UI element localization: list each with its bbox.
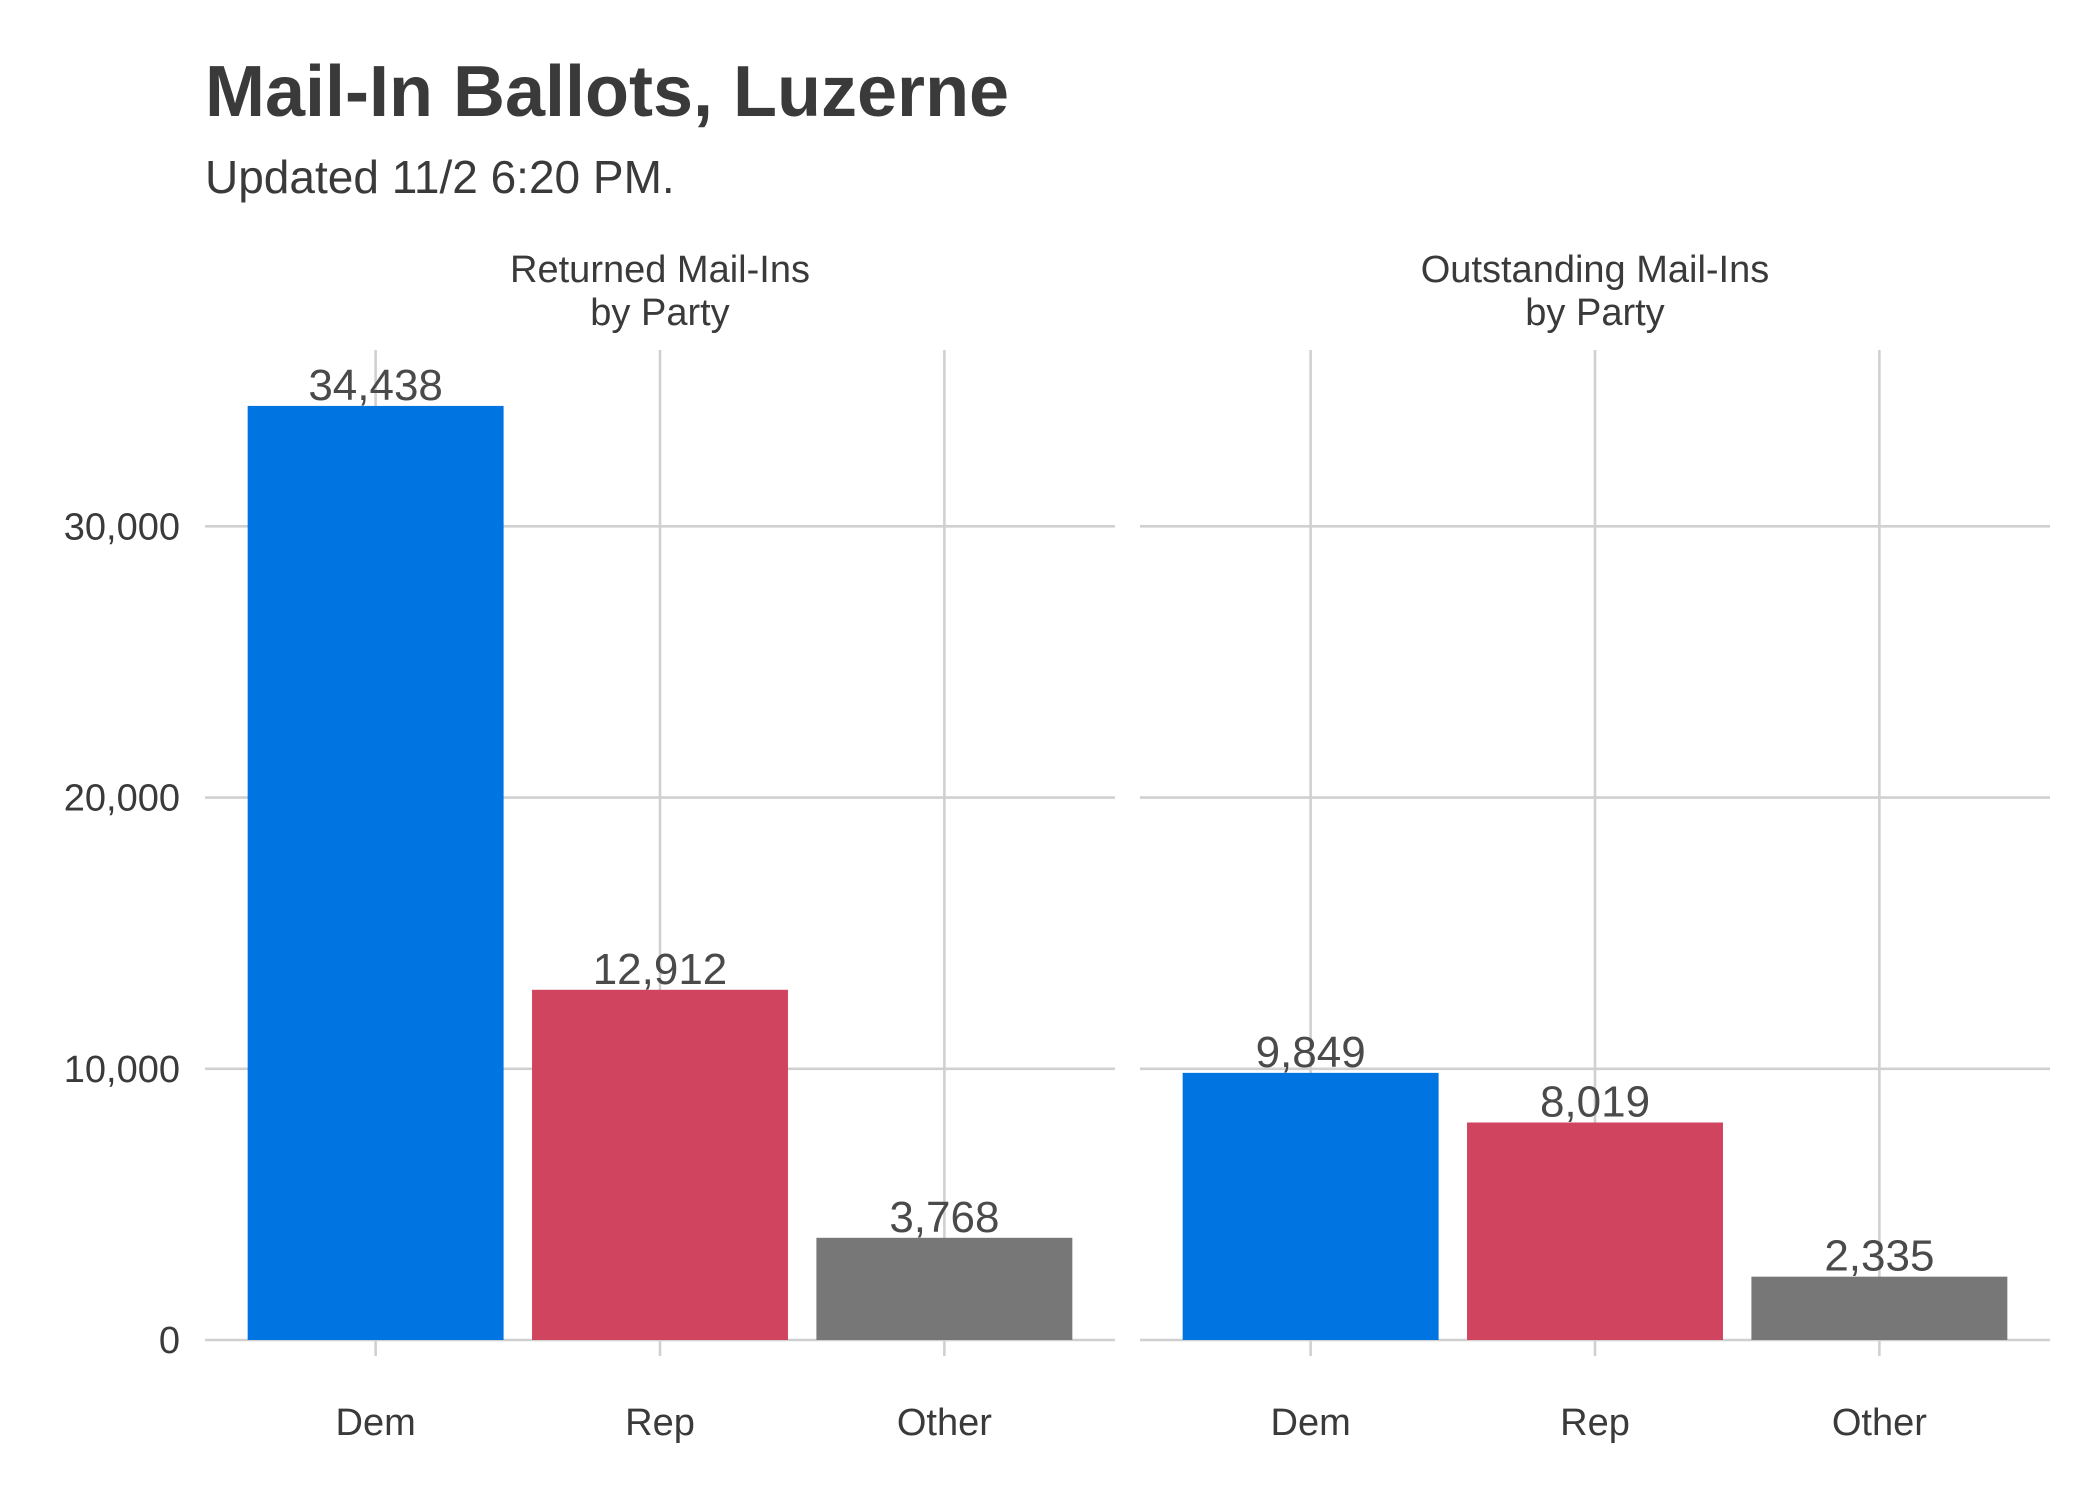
bar-value-label: 2,335 <box>1824 1232 1934 1281</box>
y-tick-label: 30,000 <box>64 506 180 548</box>
bar-value-label: 12,912 <box>593 945 728 994</box>
bar-value-label: 3,768 <box>889 1193 999 1242</box>
facet-strip-label: Outstanding Mail-Ins <box>1421 249 1770 291</box>
bar-rep <box>1467 1122 1723 1340</box>
x-tick-label: Other <box>897 1402 992 1444</box>
x-tick-label: Rep <box>1560 1402 1630 1444</box>
y-tick-label: 20,000 <box>64 778 180 820</box>
bar-other <box>816 1237 1073 1340</box>
chart-subtitle: Updated 11/2 6:20 PM. <box>205 151 675 203</box>
chart-title: Mail-In Ballots, Luzerne <box>205 52 1009 132</box>
bar-dem <box>247 405 504 1340</box>
bar-dem <box>1182 1072 1439 1340</box>
x-tick-label: Dem <box>336 1402 416 1444</box>
y-tick-label: 0 <box>159 1320 180 1362</box>
bar-value-label: 8,019 <box>1540 1077 1650 1126</box>
x-tick-label: Dem <box>1271 1402 1351 1444</box>
bar-value-label: 9,849 <box>1256 1028 1366 1077</box>
facet-strip-label: Returned Mail-Ins <box>510 249 810 291</box>
x-tick-label: Rep <box>625 1402 695 1444</box>
bar-value-label: 34,438 <box>308 361 443 410</box>
facet-strip-label: by Party <box>1525 292 1664 334</box>
bar-rep <box>532 989 788 1340</box>
bar-other <box>1751 1276 2008 1340</box>
facet-strip-label: by Party <box>590 292 729 334</box>
x-tick-label: Other <box>1832 1402 1927 1444</box>
y-tick-label: 10,000 <box>64 1049 180 1091</box>
